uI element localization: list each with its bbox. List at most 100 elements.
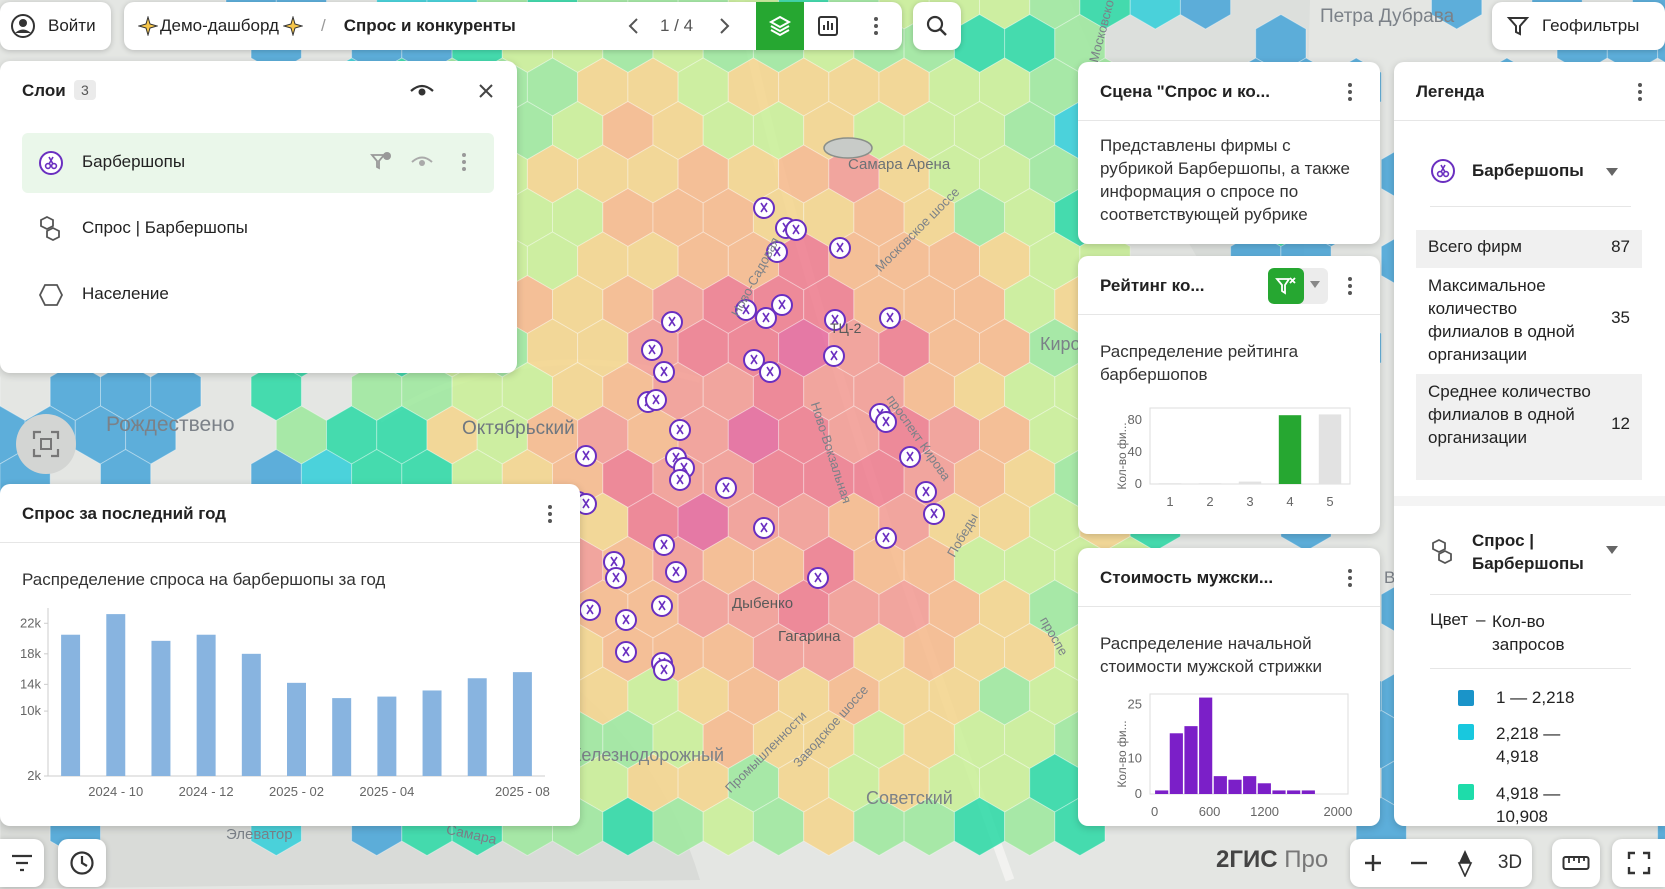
barbershop-marker-glyph: [882, 416, 890, 427]
demand-bar: [106, 614, 126, 776]
filter-lines-icon: [12, 854, 32, 872]
toggle-3d-button[interactable]: 3D: [1497, 852, 1523, 873]
scene-name[interactable]: Спрос и конкуренты: [343, 16, 516, 35]
map-label-street: Гагарина: [778, 628, 841, 645]
layer-visibility-button[interactable]: [408, 149, 436, 175]
zoom-out-button[interactable]: [1396, 839, 1442, 887]
demand-hexagon: [1431, 0, 1483, 30]
layer-more-button[interactable]: [454, 149, 474, 175]
filter-icon: [1506, 14, 1530, 38]
y-tick-label: 22k: [20, 615, 41, 630]
fullscreen-icon: [1627, 851, 1650, 875]
user-icon: [10, 13, 36, 39]
demand-bar: [422, 690, 442, 776]
layers-toggle-button[interactable]: [756, 2, 804, 50]
dashboard-name[interactable]: Демо-дашборд: [160, 16, 279, 35]
legend-title: Легенда: [1416, 82, 1485, 101]
area-select-button[interactable]: [16, 414, 76, 474]
price-bar: [1228, 779, 1242, 794]
barbershop-marker-glyph: [622, 614, 630, 625]
minus-icon: [1411, 861, 1427, 865]
demand-bar: [61, 634, 81, 776]
ruler-button[interactable]: [1552, 839, 1600, 887]
price-bar: [1213, 776, 1227, 794]
map-label-poi: Самара Арена: [848, 156, 951, 173]
filters-panel-button[interactable]: [0, 839, 44, 887]
brand-logo: 2ГИС Про: [1216, 846, 1328, 874]
price-bar: [1272, 790, 1286, 794]
legend-layer-name: Спрос | Барбершопы: [1472, 531, 1584, 573]
demand-bar: [241, 653, 261, 776]
y-tick-label: 80: [1128, 412, 1142, 427]
legend-layer-demand[interactable]: Спрос | Барбершопы: [1430, 524, 1640, 580]
legend-value-header: Кол-во запросов: [1492, 612, 1565, 654]
layer-item-demand[interactable]: Спрос | Барбершопы: [22, 199, 494, 259]
previous-page-button[interactable]: [622, 14, 646, 38]
barbershop-marker-glyph: [831, 314, 839, 325]
stat-value: 12: [1611, 414, 1630, 433]
barbershop-marker-glyph: [660, 366, 668, 377]
rating-bar: [1318, 414, 1342, 484]
price-bar: [1287, 790, 1301, 794]
compass-button[interactable]: [1442, 839, 1488, 887]
y-tick-label: 0: [1135, 476, 1142, 491]
legend-more-button[interactable]: [1630, 78, 1650, 106]
widget-more-button[interactable]: [1340, 78, 1360, 106]
history-button[interactable]: [58, 839, 106, 887]
demand-bar: [332, 698, 352, 776]
rating-filter-control[interactable]: [1268, 268, 1328, 304]
barbershop-marker-glyph: [930, 508, 938, 519]
toggle-all-visibility-button[interactable]: [406, 77, 438, 105]
map-label-district: Рождествено: [106, 413, 235, 436]
zoom-in-button[interactable]: [1350, 839, 1396, 887]
demand-bar: [512, 672, 532, 776]
barbershop-marker-glyph: [586, 604, 594, 615]
login-label: Войти: [48, 16, 96, 35]
barbershop-marker-glyph: [830, 350, 838, 361]
rating-bar: [1198, 483, 1222, 484]
stat-row: Среднее количество филиалов в одной орга…: [1416, 374, 1642, 480]
close-layers-button[interactable]: [472, 77, 500, 105]
barbershop-marker-glyph: [648, 344, 656, 355]
geofilters-label: Геофильтры: [1542, 16, 1640, 35]
rating-bar: [1238, 481, 1262, 484]
x-tick-label: 2: [1206, 494, 1213, 509]
barbershop-marker-glyph: [922, 486, 930, 497]
page-indicator: 1 / 4: [660, 16, 694, 35]
next-page-button[interactable]: [712, 14, 736, 38]
more-vertical-icon: [548, 505, 552, 523]
legend-range-label: 1 — 2,218: [1496, 688, 1575, 707]
y-tick-label: 10: [1128, 750, 1142, 765]
widget-more-button[interactable]: [1340, 272, 1360, 300]
fullscreen-button[interactable]: [1612, 839, 1665, 887]
barbershop-marker-glyph: [660, 664, 668, 675]
y-tick-label: 0: [1135, 786, 1142, 801]
layer-item-population[interactable]: Население: [22, 265, 494, 325]
layer-item-barbershops[interactable]: Барбершопы: [22, 133, 494, 193]
layer-filter-button[interactable]: [368, 149, 394, 175]
legend-layer-name: Барбершопы: [1472, 161, 1584, 180]
rating-bar-chart: 80 40 0 Кол-во фи... 1 2 3 4 5: [1115, 407, 1351, 509]
widgets-button[interactable]: [804, 2, 852, 50]
y-tick-label: 25: [1128, 697, 1142, 712]
more-options-button[interactable]: [852, 2, 900, 50]
widget-title: Сцена "Спрос и ко...: [1100, 82, 1270, 101]
login-button[interactable]: Войти: [0, 2, 111, 50]
layer-label: Население: [82, 284, 169, 303]
x-tick-label: 1200: [1250, 804, 1279, 819]
map-label-district: Железнодорожный: [565, 745, 725, 765]
barbershop-marker-glyph: [766, 366, 774, 377]
x-tick-label: 2025 - 02: [269, 784, 324, 799]
hexagon-layer-icon: [38, 283, 64, 312]
map-label-district: Октябрьский: [462, 418, 575, 439]
active-filter-button[interactable]: [1268, 268, 1304, 304]
widget-more-button[interactable]: [540, 500, 560, 528]
y-tick-label: 40: [1128, 444, 1142, 459]
widget-more-button[interactable]: [1340, 564, 1360, 592]
legend-layer-barbershops[interactable]: Барбершопы: [1430, 154, 1640, 190]
map-label-district: Петра Дубрава: [1320, 6, 1455, 27]
widget-title: Рейтинг ко...: [1100, 276, 1205, 295]
geofilters-button[interactable]: Геофильтры: [1492, 2, 1665, 50]
scene-description-text: Представлены фирмы с рубрикой Барбершопы…: [1100, 136, 1350, 224]
search-button[interactable]: [913, 2, 961, 50]
